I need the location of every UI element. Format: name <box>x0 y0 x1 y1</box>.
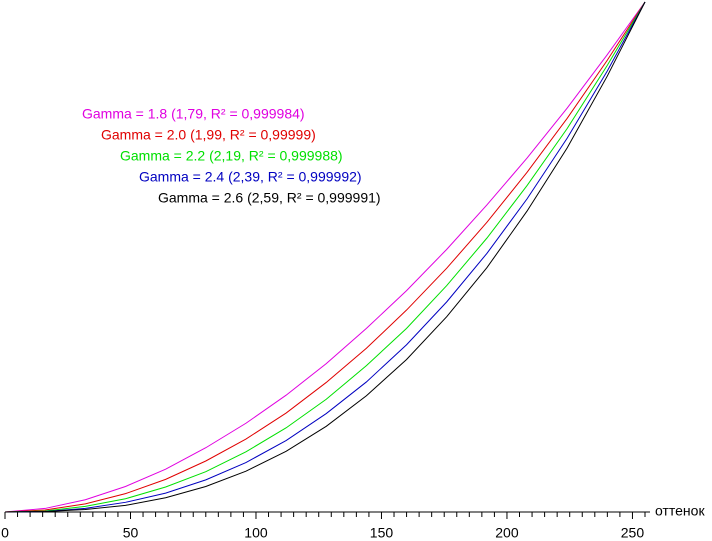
gamma-curve <box>4 1 646 513</box>
x-axis-label: оттенок <box>655 503 705 519</box>
gamma-curve <box>4 1 646 513</box>
gamma-curve <box>4 1 646 513</box>
x-tick-label: 50 <box>123 525 139 541</box>
gamma-curve <box>4 1 646 513</box>
x-tick-label: 250 <box>621 525 645 541</box>
legend-entry: Gamma = 2.0 (1,99, R² = 0,99999) <box>101 127 316 143</box>
legend-entry: Gamma = 1.8 (1,79, R² = 0,999984) <box>82 106 305 122</box>
legend-entry: Gamma = 2.6 (2,59, R² = 0,999991) <box>158 190 381 206</box>
x-tick-label: 150 <box>370 525 394 541</box>
gamma-curve <box>4 1 646 513</box>
x-tick-label: 100 <box>244 525 268 541</box>
x-tick-label: 200 <box>495 525 519 541</box>
legend-entry: Gamma = 2.4 (2,39, R² = 0,999992) <box>139 169 362 185</box>
x-tick-label: 0 <box>1 525 9 541</box>
legend-entry: Gamma = 2.2 (2,19, R² = 0,999988) <box>120 148 343 164</box>
